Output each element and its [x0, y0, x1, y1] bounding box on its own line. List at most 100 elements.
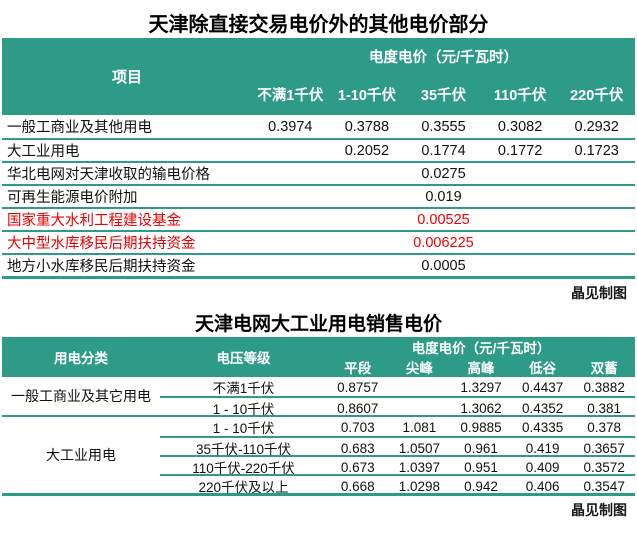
- row-label: 大中型水库移民后期扶持资金: [7, 236, 196, 252]
- voltage-cell: 不满1千伏: [212, 381, 275, 396]
- cell-value: 0.9885: [460, 419, 502, 435]
- cell-value: 0.703: [340, 419, 375, 435]
- table1-body: 一般工商业及其他用电 0.3974 0.3788 0.3555 0.3082 0…: [2, 115, 635, 279]
- row-label: 大工业用电: [7, 144, 80, 160]
- cell-value: 0.2052: [344, 142, 390, 159]
- table-row: 110千伏-220千伏 0.673 1.0397 0.951 0.409 0.3…: [160, 455, 635, 476]
- cell-value: 0.4437: [521, 379, 564, 395]
- cell-value: 1.0507: [398, 440, 441, 456]
- cell-value: 0.409: [525, 459, 560, 475]
- table-row: 1 - 10千伏 0.703 1.081 0.9885 0.4335 0.378: [160, 417, 635, 437]
- cell-value: 0.4352: [521, 400, 564, 416]
- table-row: 华北电网对天津收取的输电价格 0.0275: [2, 161, 635, 184]
- table2-category-header: 用电分类: [54, 351, 108, 366]
- table2-credit: 晶见制图: [571, 502, 627, 518]
- table-row: 大中型水库移民后期扶持资金 0.006225: [2, 230, 635, 253]
- cell-value: 0.3082: [497, 118, 543, 135]
- cell-value: 0.683: [340, 440, 375, 456]
- cell-value: 0.019: [425, 188, 462, 205]
- table-row: 35千伏-110千伏 0.683 1.0507 0.961 0.419 0.36…: [160, 436, 635, 457]
- cell-value: 0.006225: [413, 234, 474, 251]
- table1-price-header: 电度电价（元/千瓦时） 不满1千伏 1-10千伏 35千伏 110千伏 220千…: [252, 38, 635, 115]
- cell-value: 0.3788: [344, 118, 390, 135]
- cell-value: 1.3297: [460, 379, 502, 395]
- table1-col-header: 220千伏: [570, 88, 624, 104]
- row-label: 华北电网对天津收取的输电价格: [7, 167, 210, 183]
- cell-value: 0.406: [525, 478, 560, 494]
- table2-body: 一般工商业及其它用电 不满1千伏 0.8757 1.3297 0.4437 0.…: [2, 377, 635, 496]
- table2-header: 用电分类 电压等级 电度电价（元/千瓦时） 平段 尖峰 高峰 低谷 双蓄: [2, 337, 635, 377]
- cell-value: 0.668: [340, 478, 375, 494]
- cell-value: 0.2932: [574, 118, 619, 135]
- table2-voltage-header: 电压等级: [216, 351, 271, 366]
- table1-voltage-columns: 不满1千伏 1-10千伏 35千伏 110千伏 220千伏: [252, 74, 635, 115]
- table2-price-header: 电度电价（元/千瓦时） 平段 尖峰 高峰 低谷 双蓄: [327, 337, 635, 377]
- cell-value: 0.1772: [497, 142, 543, 159]
- cell-value: 0.0275: [421, 165, 466, 182]
- cell-value: 0.419: [525, 440, 560, 456]
- table1-col-header: 1-10千伏: [337, 88, 396, 104]
- table1-header: 项目 电度电价（元/千瓦时） 不满1千伏 1-10千伏 35千伏 110千伏 2…: [2, 38, 635, 115]
- table1-price-group-label: 电度电价（元/千瓦时）: [368, 49, 519, 66]
- voltage-cell: 35千伏-110千伏: [195, 442, 292, 457]
- table2-col-header: 平段: [344, 360, 372, 376]
- cell-value: 0.4335: [521, 419, 564, 435]
- table-row: 国家重大水利工程建设基金 0.00525: [2, 207, 635, 230]
- row-label: 国家重大水利工程建设基金: [7, 213, 181, 229]
- cell-value: 0.3882: [583, 379, 625, 395]
- cell-value: 0.0005: [421, 257, 466, 274]
- group-rows: 不满1千伏 0.8757 1.3297 0.4437 0.3882 1 - 10…: [160, 377, 635, 417]
- cell-value: 1.081: [402, 419, 437, 435]
- table2-title: 天津电网大工业用电销售电价: [194, 314, 442, 335]
- table-row: 一般工商业及其他用电 0.3974 0.3788 0.3555 0.3082 0…: [2, 115, 635, 138]
- table-row: 1 - 10千伏 0.8607 1.3062 0.4352 0.381: [160, 396, 635, 417]
- table2-period-columns: 平段 尖峰 高峰 低谷 双蓄: [327, 356, 635, 377]
- cell-value: 0.673: [340, 459, 375, 475]
- cell-value: 0.8607: [337, 400, 379, 416]
- table2-price-group-label: 电度电价（元/千瓦时）: [411, 340, 551, 356]
- table1-item-header: 项目: [111, 69, 142, 86]
- cell-value: 0.3657: [583, 440, 625, 456]
- table1-credit: 晶见制图: [571, 285, 627, 301]
- voltage-cell: 110千伏-220千伏: [192, 461, 295, 476]
- cell-value: 0.8757: [337, 379, 379, 395]
- cell-value: 0.3547: [583, 478, 625, 494]
- voltage-cell: 220千伏及以上: [198, 480, 289, 495]
- cell-value: 0.3974: [268, 118, 313, 135]
- cell-value: 0.951: [464, 459, 498, 475]
- group-label: 大工业用电: [46, 447, 116, 463]
- cell-value: 0.3555: [421, 118, 466, 135]
- table1-title: 天津除直接交易电价外的其他电价部分: [148, 14, 489, 36]
- category-group: 一般工商业及其它用电 不满1千伏 0.8757 1.3297 0.4437 0.…: [2, 377, 635, 417]
- cell-value: 0.00525: [417, 211, 470, 228]
- group-rows: 1 - 10千伏 0.703 1.081 0.9885 0.4335 0.378…: [160, 417, 635, 495]
- table2-col-header: 高峰: [467, 360, 495, 376]
- cell-value: 1.0298: [398, 478, 441, 494]
- table1-col-header: 110千伏: [493, 88, 547, 104]
- table1-col-header: 不满1千伏: [257, 88, 324, 104]
- table-row: 可再生能源电价附加 0.019: [2, 184, 635, 207]
- cell-value: 0.378: [587, 419, 622, 435]
- cell-value: 0.381: [587, 400, 622, 416]
- cell-value: 1.0397: [398, 459, 441, 475]
- row-label: 可再生能源电价附加: [7, 190, 138, 206]
- row-label: 地方小水库移民后期扶持资金: [7, 259, 196, 275]
- cell-value: 0.3572: [583, 459, 625, 475]
- table2-col-header: 低谷: [529, 360, 557, 376]
- voltage-cell: 1 - 10千伏: [212, 421, 275, 436]
- table-row: 地方小水库移民后期扶持资金 0.0005: [2, 253, 635, 276]
- category-group: 大工业用电 1 - 10千伏 0.703 1.081 0.9885 0.4335…: [2, 415, 635, 495]
- row-label: 一般工商业及其他用电: [7, 120, 152, 136]
- table-row: 大工业用电 0.2052 0.1774 0.1772 0.1723: [2, 138, 635, 161]
- voltage-cell: 1 - 10千伏: [212, 402, 275, 417]
- table2-col-header: 尖峰: [405, 360, 433, 376]
- group-label: 一般工商业及其它用电: [11, 388, 151, 404]
- cell-value: 0.961: [464, 440, 498, 456]
- table1-col-header: 35千伏: [420, 88, 467, 104]
- table-row: 不满1千伏 0.8757 1.3297 0.4437 0.3882: [160, 377, 635, 397]
- cell-value: 0.942: [464, 478, 498, 494]
- cell-value: 1.3062: [460, 400, 502, 416]
- table2-col-header: 双蓄: [590, 360, 618, 376]
- cell-value: 0.1774: [421, 142, 466, 159]
